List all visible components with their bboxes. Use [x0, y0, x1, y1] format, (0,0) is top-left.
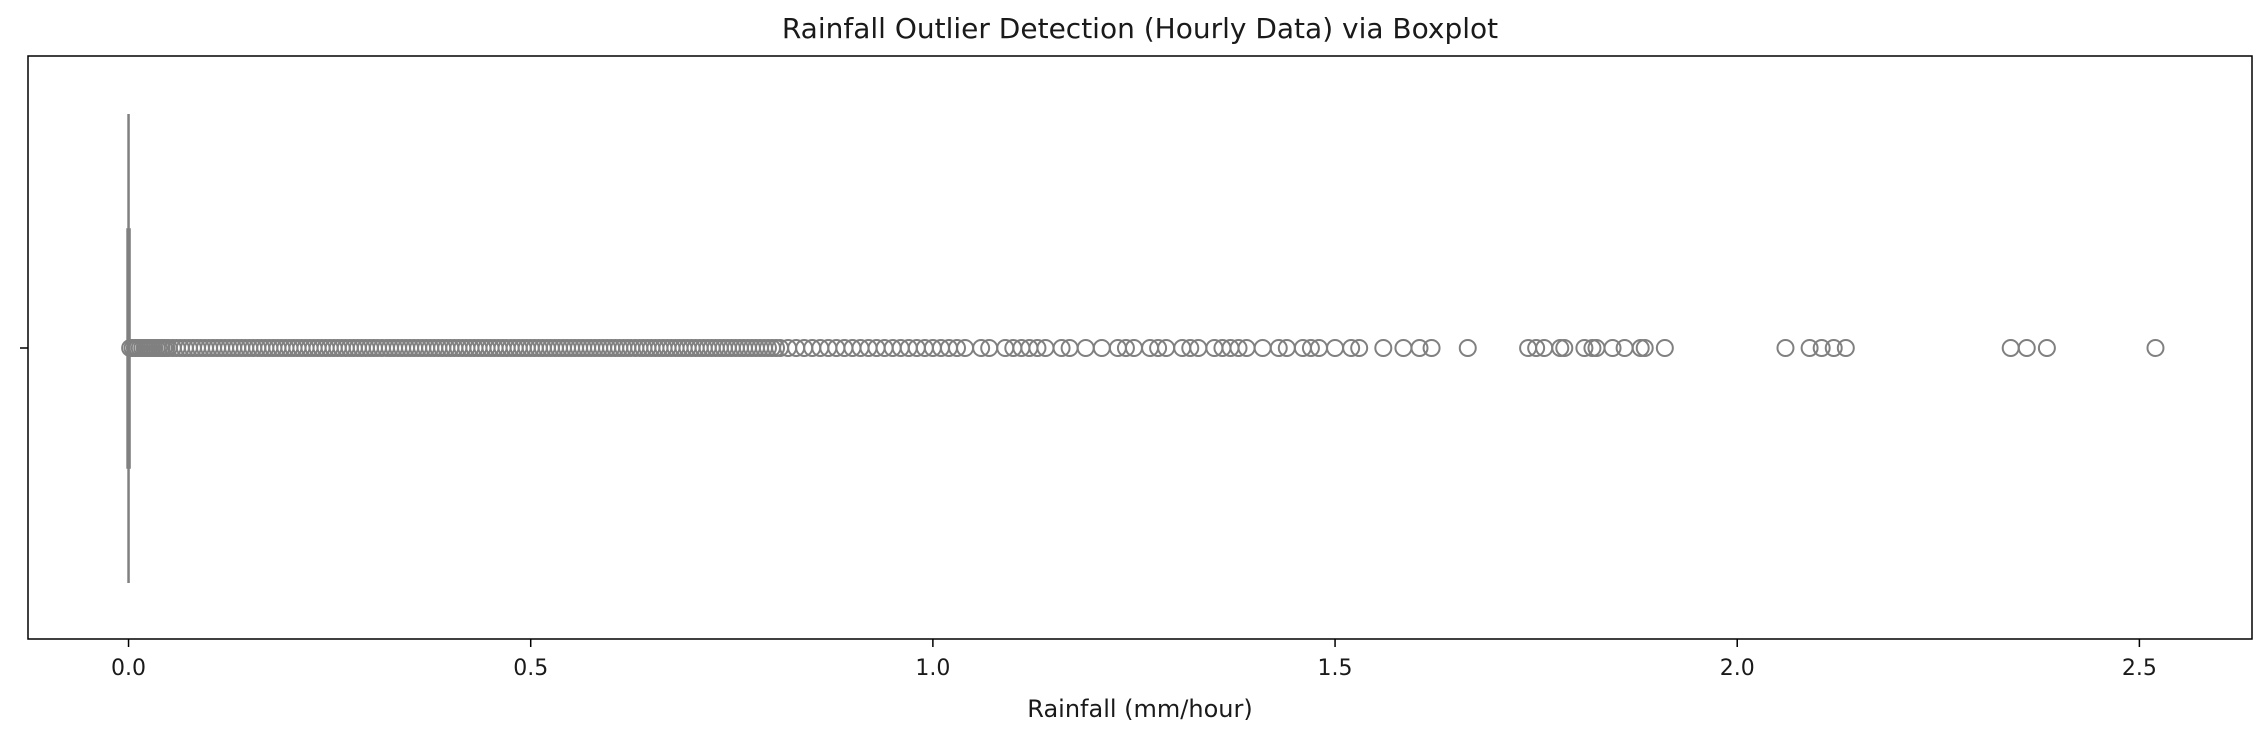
- x-tick-label: 0.5: [513, 656, 548, 681]
- outlier-point: [1776, 339, 1795, 357]
- outlier-point: [1812, 339, 1831, 357]
- outlier-point: [1635, 339, 1654, 357]
- x-tick-label: 1.5: [1318, 656, 1353, 681]
- outlier-point: [1458, 339, 1477, 357]
- outlier-point: [1374, 339, 1393, 357]
- outlier-point: [1422, 339, 1441, 357]
- outlier-point: [2037, 339, 2056, 357]
- x-axis-label: Rainfall (mm/hour): [1027, 695, 1252, 723]
- outlier-point: [1181, 339, 1200, 357]
- outlier-point: [1394, 339, 1413, 357]
- outlier-point: [1615, 339, 1634, 357]
- outlier-point: [1551, 339, 1570, 357]
- outlier-point: [2017, 339, 2036, 357]
- outlier-point: [2001, 339, 2020, 357]
- outlier-point: [1149, 339, 1168, 357]
- outlier-point: [1603, 339, 1622, 357]
- outlier-point: [948, 339, 967, 357]
- x-axis-ticks: 0.0 0.5 1.0 1.5 2.0 2.5: [111, 639, 2157, 681]
- outlier-point: [1028, 339, 1047, 357]
- outlier-point: [1800, 339, 1819, 357]
- outlier-point: [1350, 339, 1369, 357]
- x-tick-label: 1.0: [915, 656, 950, 681]
- outlier-point: [1836, 339, 1855, 357]
- outlier-point: [972, 339, 991, 357]
- x-tick-label: 2.0: [1720, 656, 1755, 681]
- chart-title: Rainfall Outlier Detection (Hourly Data)…: [782, 12, 1498, 45]
- outlier-point: [1092, 339, 1111, 357]
- box-element: [126, 114, 131, 583]
- outlier-point: [1575, 339, 1594, 357]
- outlier-point: [2146, 339, 2165, 357]
- outlier-point: [1824, 339, 1843, 357]
- outlier-point: [1253, 339, 1272, 357]
- outlier-point: [1410, 339, 1429, 357]
- outlier-point: [1342, 339, 1361, 357]
- outlier-point: [1229, 339, 1248, 357]
- outlier-point: [1527, 339, 1546, 357]
- outlier-point: [1655, 339, 1674, 357]
- outlier-point: [1076, 339, 1095, 357]
- outlier-point: [1631, 339, 1650, 357]
- outlier-point: [1587, 339, 1606, 357]
- outlier-point: [1301, 339, 1320, 357]
- outlier-point: [1116, 339, 1135, 357]
- outlier-points: [121, 339, 2165, 357]
- outlier-point: [1555, 339, 1574, 357]
- outlier-point: [1326, 339, 1345, 357]
- x-tick-label: 2.5: [2122, 656, 2157, 681]
- outlier-point: [1269, 339, 1288, 357]
- outlier-point: [1052, 339, 1071, 357]
- x-tick-label: 0.0: [111, 656, 146, 681]
